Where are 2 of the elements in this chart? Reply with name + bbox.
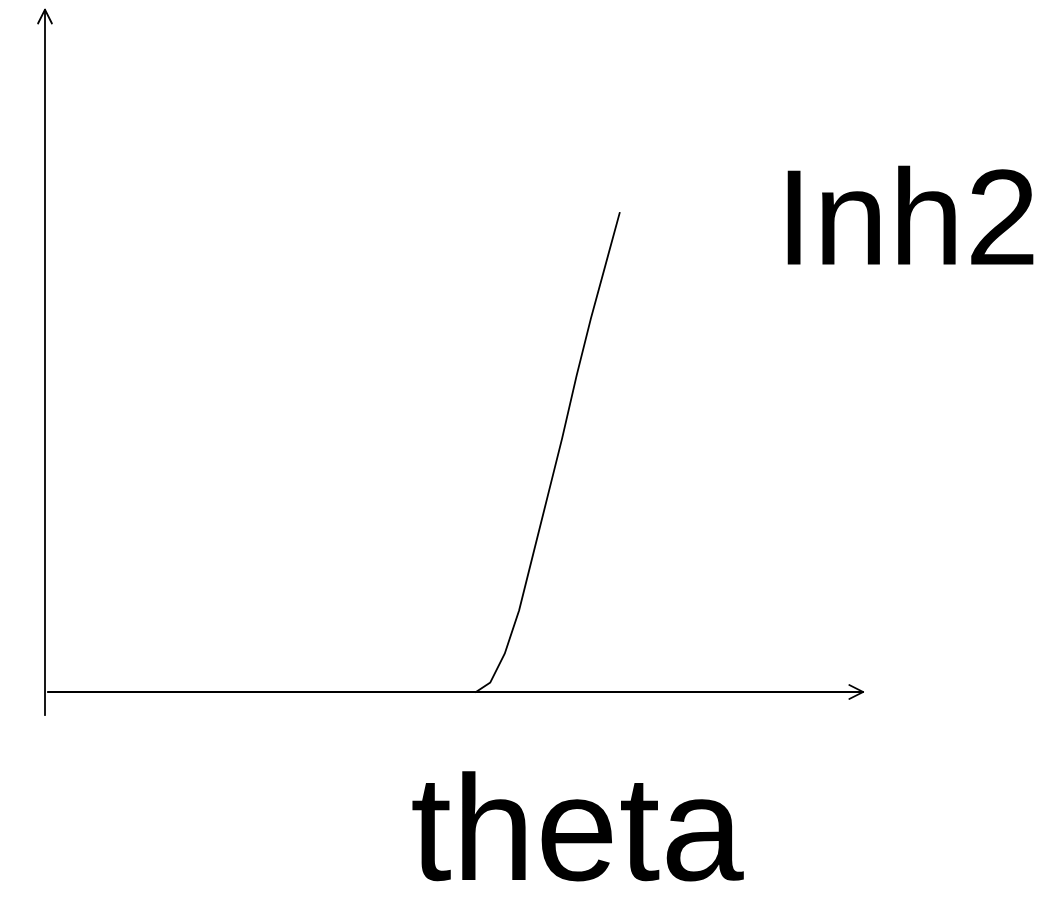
series-label: Inh2: [787, 165, 1034, 265]
x-axis-title: theta: [412, 771, 744, 882]
